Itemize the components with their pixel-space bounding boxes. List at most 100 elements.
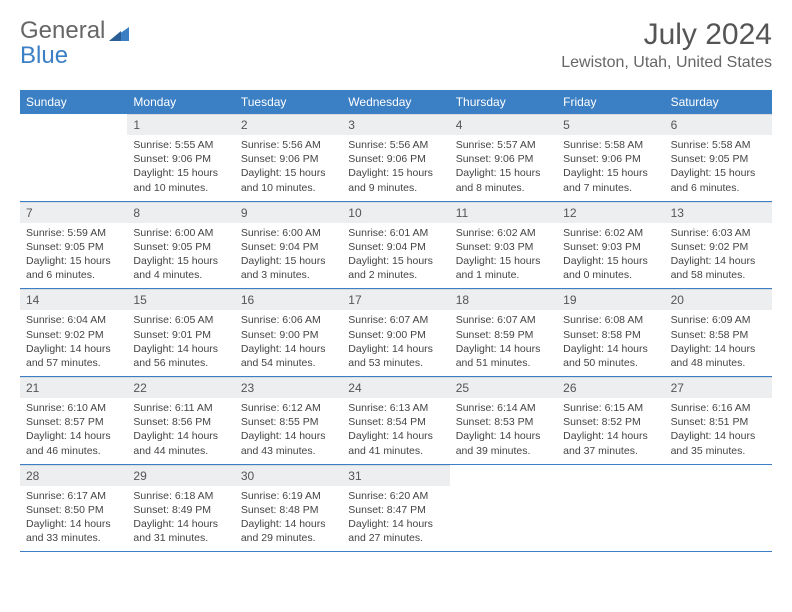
day-cell: 14Sunrise: 6:04 AMSunset: 9:02 PMDayligh… <box>20 289 127 376</box>
day-number: 3 <box>342 114 449 135</box>
day-content: Sunrise: 6:19 AMSunset: 8:48 PMDaylight:… <box>235 486 342 552</box>
sunrise-text: Sunrise: 5:59 AM <box>26 226 121 240</box>
day-number: 29 <box>127 465 234 486</box>
daylight-text: Daylight: 14 hours and 43 minutes. <box>241 429 336 457</box>
sunset-text: Sunset: 8:50 PM <box>26 503 121 517</box>
day-number: 15 <box>127 289 234 310</box>
daylight-text: Daylight: 14 hours and 44 minutes. <box>133 429 228 457</box>
day-cell: 20Sunrise: 6:09 AMSunset: 8:58 PMDayligh… <box>665 289 772 376</box>
daylight-text: Daylight: 14 hours and 31 minutes. <box>133 517 228 545</box>
sunrise-text: Sunrise: 6:10 AM <box>26 401 121 415</box>
day-cell: 29Sunrise: 6:18 AMSunset: 8:49 PMDayligh… <box>127 465 234 552</box>
daylight-text: Daylight: 14 hours and 46 minutes. <box>26 429 121 457</box>
day-content: Sunrise: 6:20 AMSunset: 8:47 PMDaylight:… <box>342 486 449 552</box>
sunrise-text: Sunrise: 6:09 AM <box>671 313 766 327</box>
day-cell: 4Sunrise: 5:57 AMSunset: 9:06 PMDaylight… <box>450 114 557 201</box>
sunset-text: Sunset: 8:49 PM <box>133 503 228 517</box>
sunrise-text: Sunrise: 6:11 AM <box>133 401 228 415</box>
sunset-text: Sunset: 9:02 PM <box>26 328 121 342</box>
daylight-text: Daylight: 14 hours and 50 minutes. <box>563 342 658 370</box>
day-cell: 28Sunrise: 6:17 AMSunset: 8:50 PMDayligh… <box>20 465 127 552</box>
weeks: 1Sunrise: 5:55 AMSunset: 9:06 PMDaylight… <box>20 114 772 552</box>
day-content: Sunrise: 6:05 AMSunset: 9:01 PMDaylight:… <box>127 310 234 376</box>
daylight-text: Daylight: 15 hours and 2 minutes. <box>348 254 443 282</box>
sunset-text: Sunset: 9:03 PM <box>456 240 551 254</box>
month-title: July 2024 <box>561 18 772 52</box>
sunrise-text: Sunrise: 5:57 AM <box>456 138 551 152</box>
sunset-text: Sunset: 9:06 PM <box>133 152 228 166</box>
day-content: Sunrise: 6:00 AMSunset: 9:04 PMDaylight:… <box>235 223 342 289</box>
day-number: 25 <box>450 377 557 398</box>
day-content: Sunrise: 6:16 AMSunset: 8:51 PMDaylight:… <box>665 398 772 464</box>
sunrise-text: Sunrise: 5:58 AM <box>671 138 766 152</box>
day-header: Friday <box>557 90 664 114</box>
day-cell: 5Sunrise: 5:58 AMSunset: 9:06 PMDaylight… <box>557 114 664 201</box>
sunset-text: Sunset: 8:53 PM <box>456 415 551 429</box>
day-number: 17 <box>342 289 449 310</box>
sunrise-text: Sunrise: 6:04 AM <box>26 313 121 327</box>
day-content: Sunrise: 5:56 AMSunset: 9:06 PMDaylight:… <box>342 135 449 201</box>
day-content: Sunrise: 5:58 AMSunset: 9:05 PMDaylight:… <box>665 135 772 201</box>
sunrise-text: Sunrise: 6:00 AM <box>241 226 336 240</box>
day-cell <box>557 465 664 552</box>
day-cell: 6Sunrise: 5:58 AMSunset: 9:05 PMDaylight… <box>665 114 772 201</box>
sunset-text: Sunset: 9:06 PM <box>456 152 551 166</box>
day-cell: 2Sunrise: 5:56 AMSunset: 9:06 PMDaylight… <box>235 114 342 201</box>
sunrise-text: Sunrise: 6:16 AM <box>671 401 766 415</box>
sunset-text: Sunset: 9:03 PM <box>563 240 658 254</box>
day-number: 12 <box>557 202 664 223</box>
sunset-text: Sunset: 8:48 PM <box>241 503 336 517</box>
day-number: 6 <box>665 114 772 135</box>
day-number: 2 <box>235 114 342 135</box>
sunrise-text: Sunrise: 5:58 AM <box>563 138 658 152</box>
location: Lewiston, Utah, United States <box>561 54 772 72</box>
day-cell: 9Sunrise: 6:00 AMSunset: 9:04 PMDaylight… <box>235 202 342 289</box>
day-number: 27 <box>665 377 772 398</box>
day-cell: 18Sunrise: 6:07 AMSunset: 8:59 PMDayligh… <box>450 289 557 376</box>
day-content: Sunrise: 6:10 AMSunset: 8:57 PMDaylight:… <box>20 398 127 464</box>
day-content: Sunrise: 5:56 AMSunset: 9:06 PMDaylight:… <box>235 135 342 201</box>
day-cell: 8Sunrise: 6:00 AMSunset: 9:05 PMDaylight… <box>127 202 234 289</box>
daylight-text: Daylight: 15 hours and 6 minutes. <box>26 254 121 282</box>
day-number: 31 <box>342 465 449 486</box>
sunrise-text: Sunrise: 6:05 AM <box>133 313 228 327</box>
sunset-text: Sunset: 8:56 PM <box>133 415 228 429</box>
sunset-text: Sunset: 9:02 PM <box>671 240 766 254</box>
sunrise-text: Sunrise: 5:56 AM <box>348 138 443 152</box>
sunset-text: Sunset: 9:05 PM <box>133 240 228 254</box>
week-row: 28Sunrise: 6:17 AMSunset: 8:50 PMDayligh… <box>20 465 772 553</box>
sunset-text: Sunset: 9:04 PM <box>241 240 336 254</box>
day-number: 24 <box>342 377 449 398</box>
daylight-text: Daylight: 14 hours and 35 minutes. <box>671 429 766 457</box>
sunrise-text: Sunrise: 5:56 AM <box>241 138 336 152</box>
day-cell: 13Sunrise: 6:03 AMSunset: 9:02 PMDayligh… <box>665 202 772 289</box>
day-header: Saturday <box>665 90 772 114</box>
day-content: Sunrise: 6:04 AMSunset: 9:02 PMDaylight:… <box>20 310 127 376</box>
daylight-text: Daylight: 14 hours and 51 minutes. <box>456 342 551 370</box>
day-content: Sunrise: 6:14 AMSunset: 8:53 PMDaylight:… <box>450 398 557 464</box>
day-number: 8 <box>127 202 234 223</box>
day-number: 7 <box>20 202 127 223</box>
sunrise-text: Sunrise: 6:01 AM <box>348 226 443 240</box>
daylight-text: Daylight: 14 hours and 27 minutes. <box>348 517 443 545</box>
daylight-text: Daylight: 15 hours and 6 minutes. <box>671 166 766 194</box>
day-cell: 7Sunrise: 5:59 AMSunset: 9:05 PMDaylight… <box>20 202 127 289</box>
day-content: Sunrise: 5:55 AMSunset: 9:06 PMDaylight:… <box>127 135 234 201</box>
day-content: Sunrise: 6:03 AMSunset: 9:02 PMDaylight:… <box>665 223 772 289</box>
day-content: Sunrise: 6:07 AMSunset: 9:00 PMDaylight:… <box>342 310 449 376</box>
daylight-text: Daylight: 15 hours and 1 minute. <box>456 254 551 282</box>
header: GeneralBlue July 2024 Lewiston, Utah, Un… <box>20 18 772 72</box>
day-number: 11 <box>450 202 557 223</box>
daylight-text: Daylight: 15 hours and 10 minutes. <box>133 166 228 194</box>
sunrise-text: Sunrise: 6:07 AM <box>348 313 443 327</box>
daylight-text: Daylight: 14 hours and 41 minutes. <box>348 429 443 457</box>
daylight-text: Daylight: 14 hours and 33 minutes. <box>26 517 121 545</box>
sunset-text: Sunset: 8:52 PM <box>563 415 658 429</box>
day-cell: 3Sunrise: 5:56 AMSunset: 9:06 PMDaylight… <box>342 114 449 201</box>
sunset-text: Sunset: 8:59 PM <box>456 328 551 342</box>
daylight-text: Daylight: 15 hours and 0 minutes. <box>563 254 658 282</box>
sunset-text: Sunset: 8:57 PM <box>26 415 121 429</box>
day-cell: 21Sunrise: 6:10 AMSunset: 8:57 PMDayligh… <box>20 377 127 464</box>
day-number: 20 <box>665 289 772 310</box>
week-row: 14Sunrise: 6:04 AMSunset: 9:02 PMDayligh… <box>20 289 772 377</box>
